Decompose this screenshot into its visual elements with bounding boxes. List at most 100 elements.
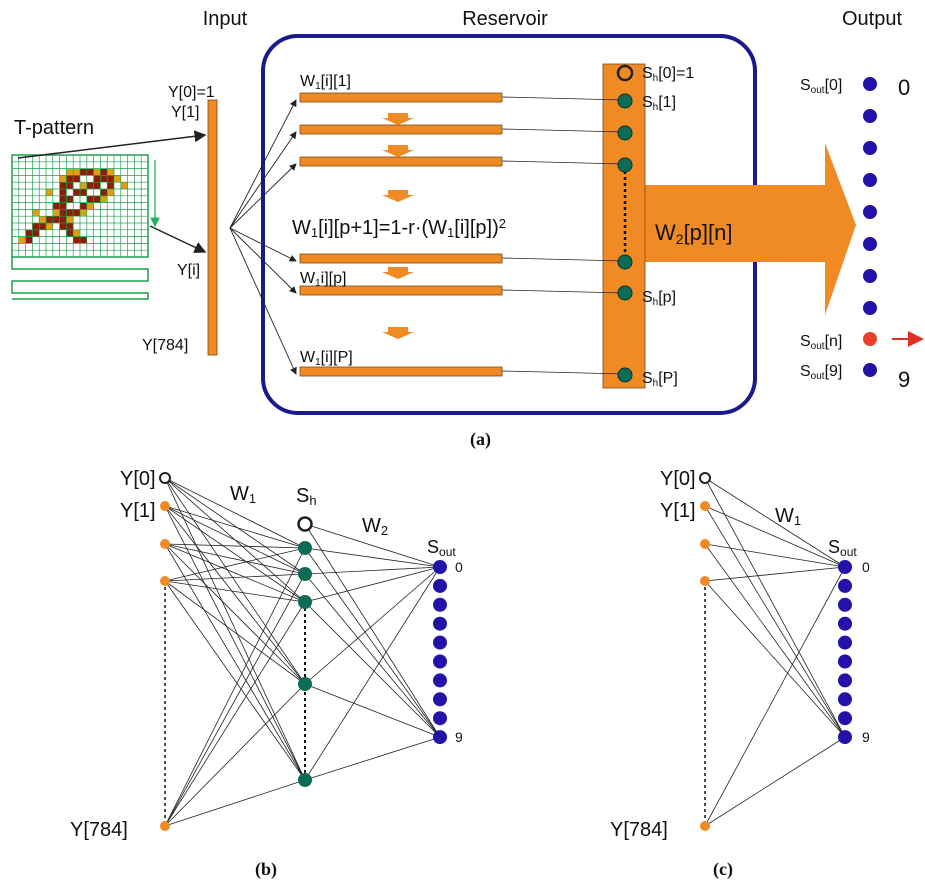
pixel <box>60 203 67 210</box>
connection <box>165 506 305 602</box>
label-part: W <box>300 349 316 366</box>
pixel <box>53 203 60 210</box>
output-label: Sout <box>828 537 857 559</box>
connection <box>165 478 305 684</box>
hidden-label: Sh[0]=1 <box>642 65 694 84</box>
connection <box>705 506 845 737</box>
output-node <box>838 636 852 650</box>
pixel <box>66 169 73 176</box>
pixel <box>26 237 33 244</box>
label-part: W <box>362 515 381 537</box>
pixel <box>73 209 80 216</box>
hidden-node <box>298 773 312 787</box>
label-part: S <box>800 363 811 380</box>
output-node <box>838 579 852 593</box>
output-label: Sout <box>427 537 456 559</box>
output-node <box>838 560 852 574</box>
pixel <box>66 230 73 237</box>
output-index: 0 <box>455 559 463 575</box>
pixel <box>73 169 80 176</box>
label-part: S <box>642 289 653 306</box>
bias-node <box>299 518 312 531</box>
label-part: W <box>230 483 249 505</box>
pixel <box>66 216 73 223</box>
label-part: W <box>300 270 316 287</box>
weight-label: W1i][p] <box>300 270 346 289</box>
output-node <box>863 269 877 283</box>
output-node <box>433 598 447 612</box>
connection <box>705 567 845 581</box>
pixel <box>60 175 67 182</box>
update-arrow <box>382 267 414 279</box>
pixel <box>73 230 80 237</box>
pixel <box>80 237 87 244</box>
connection <box>165 506 305 684</box>
label-part: [0] <box>825 77 843 94</box>
input-label: Y[i] <box>177 262 200 279</box>
hidden-node <box>618 126 632 140</box>
pixel <box>94 175 101 182</box>
connection <box>305 684 440 737</box>
label-part: 2 <box>381 523 388 538</box>
pixel <box>107 175 114 182</box>
label-part: S <box>800 333 811 350</box>
label-part: [i][P] <box>321 349 353 366</box>
output-node <box>863 301 877 315</box>
pixel <box>73 237 80 244</box>
label-part: 1 <box>311 225 318 240</box>
pixel <box>60 182 67 189</box>
output-node <box>838 617 852 631</box>
label-part: h <box>309 493 316 508</box>
update-arrow <box>382 145 414 157</box>
output-node <box>838 730 852 744</box>
input-label: Y[1] <box>171 104 199 121</box>
pixel <box>87 182 94 189</box>
connection <box>305 548 440 737</box>
input-bar <box>208 100 217 355</box>
label-part: W <box>300 73 316 90</box>
hidden-label: Sh[p] <box>642 289 676 308</box>
output-node <box>433 655 447 669</box>
output-value: 0 <box>898 75 910 100</box>
input-node <box>700 576 710 586</box>
label-part: [n] <box>825 333 843 350</box>
output-node <box>433 711 447 725</box>
pixel <box>100 189 107 196</box>
pixel <box>39 216 46 223</box>
weight-bar <box>300 254 502 263</box>
output-node <box>433 617 447 631</box>
input-label: Y[0] <box>120 468 156 490</box>
pixel <box>73 189 80 196</box>
pixel <box>66 209 73 216</box>
label-part: S <box>800 77 811 94</box>
input-node <box>700 821 710 831</box>
output-node <box>863 205 877 219</box>
label-part: [i][p]) <box>454 217 498 239</box>
hidden-node <box>298 677 312 691</box>
label-part: [1] <box>658 94 676 111</box>
pixel <box>46 223 53 230</box>
pixel <box>107 182 114 189</box>
weight-label: W1 <box>775 505 801 528</box>
pixel <box>80 189 87 196</box>
pixel <box>39 223 46 230</box>
pixel <box>80 203 87 210</box>
input-node <box>160 821 170 831</box>
update-arrow <box>382 113 414 125</box>
pixel <box>121 182 128 189</box>
pixel <box>60 216 67 223</box>
image-label: T-pattern <box>14 117 94 139</box>
output-node <box>863 77 877 91</box>
label-part: [i][1] <box>321 73 351 90</box>
pixel <box>32 209 39 216</box>
input-label: Y[784] <box>70 819 128 841</box>
output-node <box>863 237 877 251</box>
output-node <box>838 692 852 706</box>
label-part: [P] <box>658 370 678 387</box>
pixel <box>94 182 101 189</box>
weight-bar <box>300 157 502 166</box>
input-node <box>700 501 710 511</box>
connection <box>705 544 845 567</box>
label-part: S <box>828 537 840 557</box>
output-node <box>863 109 877 123</box>
